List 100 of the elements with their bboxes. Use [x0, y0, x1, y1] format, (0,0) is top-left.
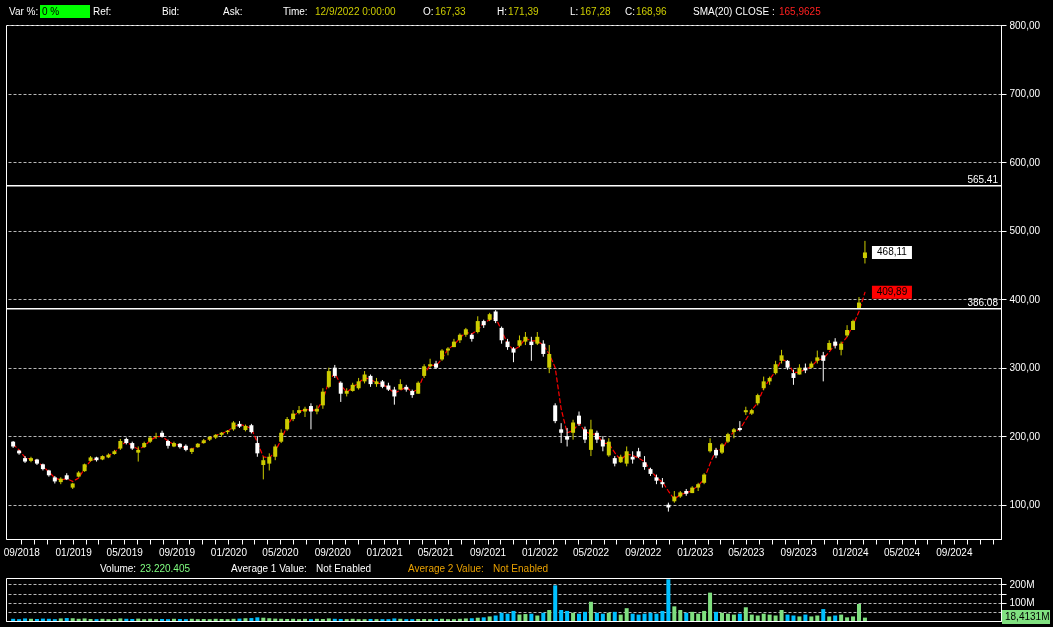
- bar: [112, 618, 117, 621]
- candlestick: [606, 437, 611, 458]
- bar: [630, 613, 635, 621]
- text: Ask:: [223, 6, 243, 17]
- y-tick-label: 100,00: [1009, 499, 1041, 511]
- x-tick-label: 01/2019: [55, 546, 93, 558]
- y-tick-label: 200,00: [1009, 430, 1041, 442]
- text: 168,96: [636, 6, 668, 17]
- x-tick-label: 05/2020: [262, 546, 299, 558]
- text: 12/9/2022 0:00:00: [315, 6, 397, 17]
- line-series: [12, 291, 866, 500]
- text: Not Enabled: [316, 563, 372, 574]
- bar: [803, 614, 808, 621]
- y-tick-label: 200M: [1009, 578, 1035, 590]
- candlestick: [445, 346, 450, 356]
- bar: [201, 618, 206, 621]
- candlestick: [624, 445, 629, 467]
- candlestick: [737, 420, 742, 432]
- x-tick-label: 09/2018: [3, 546, 41, 558]
- bar: [82, 618, 87, 621]
- bar: [64, 618, 69, 621]
- candlestick: [326, 367, 331, 389]
- text: 167,28: [580, 6, 612, 17]
- candlestick: [839, 341, 844, 356]
- bar: [577, 613, 582, 621]
- ref-line-label: 386.08: [967, 296, 999, 308]
- bar: [130, 618, 135, 621]
- text: Not Enabled: [493, 563, 549, 574]
- bar: [594, 612, 599, 621]
- bar: [487, 616, 492, 621]
- text: 171,39: [508, 6, 540, 17]
- candlestick: [856, 296, 861, 310]
- bar: [797, 616, 802, 621]
- x-tick-label: 09/2019: [158, 546, 196, 558]
- bar: [582, 611, 587, 621]
- annotation: 409,89: [876, 286, 908, 298]
- x-tick-label: 05/2019: [106, 546, 144, 558]
- bar: [368, 618, 373, 621]
- text: Bid:: [162, 6, 180, 17]
- bar: [547, 610, 552, 621]
- bar: [493, 615, 498, 621]
- text: 23.220.405: [140, 563, 191, 574]
- bar: [559, 610, 564, 621]
- bar: [588, 601, 593, 621]
- candlestick: [714, 447, 719, 459]
- bar: [463, 618, 468, 621]
- text: Time:: [283, 6, 308, 17]
- x-tick-label: 05/2021: [417, 546, 455, 558]
- x-tick-label: 09/2021: [469, 546, 507, 558]
- bar: [499, 612, 504, 621]
- bar: [731, 614, 736, 621]
- bar: [565, 610, 570, 621]
- x-tick-label: 01/2022: [521, 546, 559, 558]
- bar: [833, 615, 838, 621]
- text: 0 %: [42, 6, 60, 17]
- x-tick-label: 05/2022: [572, 546, 610, 558]
- bar: [571, 612, 576, 621]
- candlestick: [457, 332, 462, 344]
- candlestick: [553, 402, 558, 424]
- candlestick: [261, 456, 266, 480]
- bar: [845, 617, 850, 621]
- y-tick-label: 500,00: [1009, 225, 1041, 237]
- candlestick: [571, 419, 576, 441]
- x-tick-label: 09/2024: [936, 546, 973, 558]
- text: Volume:: [100, 563, 137, 574]
- bar: [392, 618, 397, 621]
- candlestick: [297, 405, 302, 415]
- bar: [177, 618, 182, 621]
- text: Average 1 Value:: [231, 563, 307, 574]
- bar: [821, 609, 826, 621]
- bar: [70, 618, 75, 621]
- bar: [160, 618, 165, 621]
- bar: [737, 613, 742, 621]
- x-tick-label: 05/2023: [728, 546, 765, 558]
- bar: [243, 618, 248, 621]
- text: L:: [570, 6, 579, 17]
- x-tick-label: 01/2023: [677, 546, 714, 558]
- candlestick: [338, 380, 343, 403]
- bar: [517, 614, 522, 621]
- text: 167,33: [435, 6, 467, 17]
- bar: [255, 617, 260, 621]
- candlestick: [708, 437, 713, 454]
- y-tick-label: 300,00: [1009, 362, 1041, 374]
- bar: [338, 618, 343, 621]
- y-tick-label: 800,00: [1009, 19, 1041, 31]
- text: O:: [423, 6, 434, 17]
- bar: [684, 612, 689, 621]
- bar: [475, 617, 480, 621]
- candlestick: [565, 427, 570, 447]
- bar: [666, 579, 671, 621]
- x-tick-label: 01/2021: [366, 546, 404, 558]
- candlestick: [559, 422, 564, 444]
- text: 18,4131M: [1005, 611, 1050, 622]
- candlestick: [320, 387, 325, 410]
- bar: [553, 585, 558, 621]
- ref-line-label: 565.41: [967, 173, 999, 185]
- text: H:: [497, 6, 507, 17]
- bar: [642, 613, 647, 621]
- bar: [755, 615, 760, 621]
- bar: [600, 613, 605, 621]
